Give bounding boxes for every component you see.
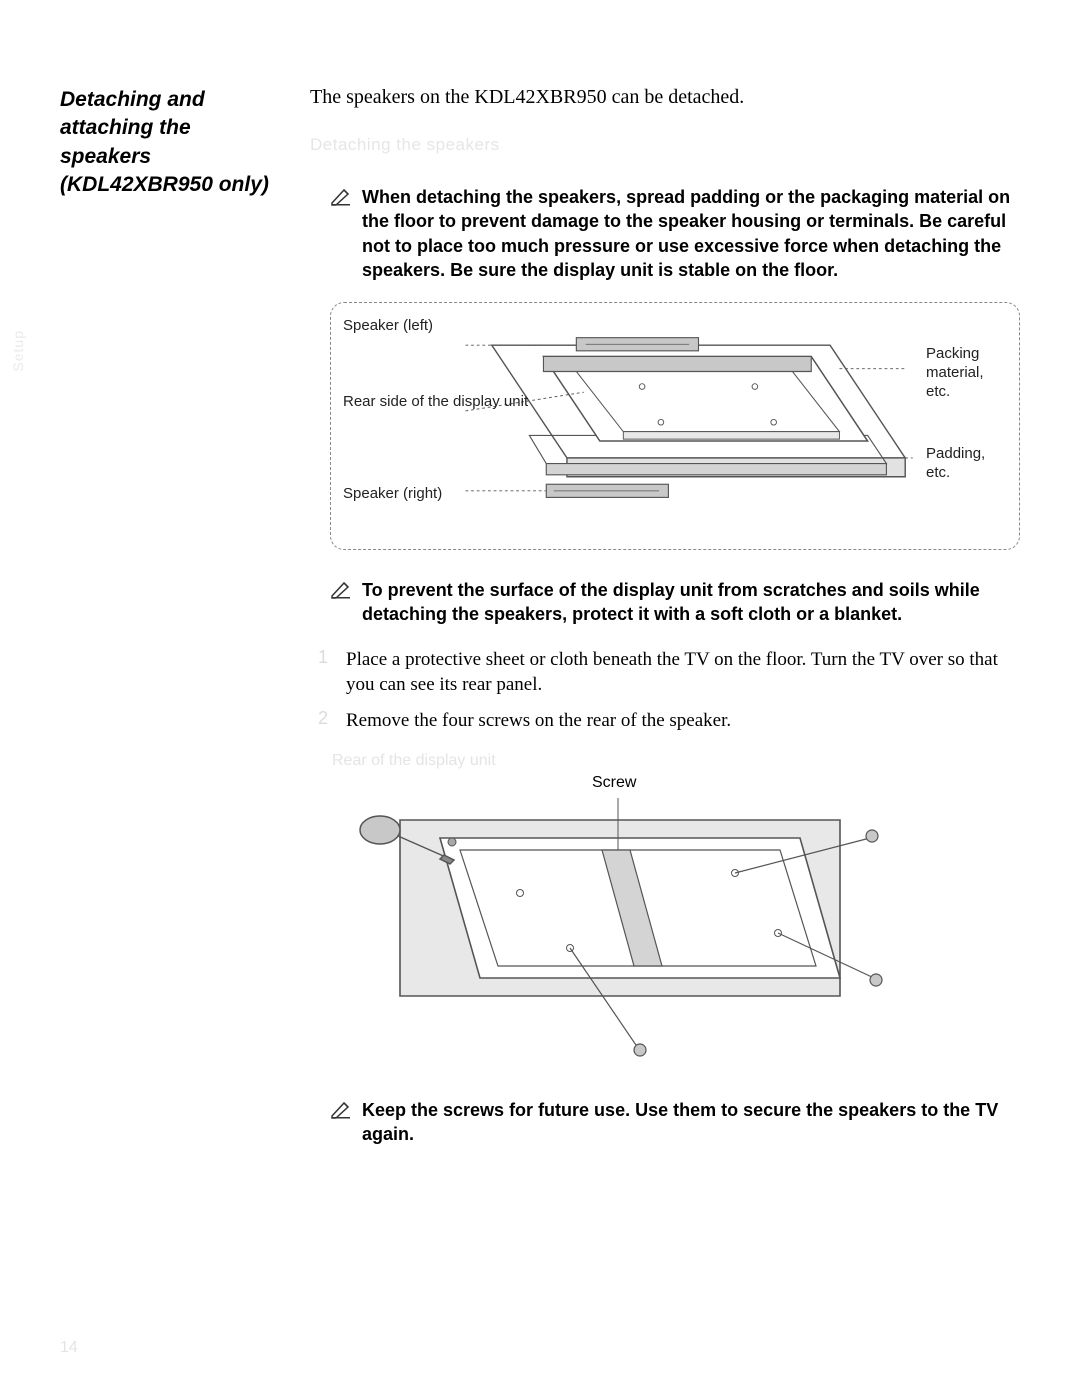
page-number: 14 — [60, 1339, 78, 1357]
note-block-3: Keep the screws for future use. Use them… — [330, 1098, 1020, 1147]
figure-2-caption: Rear of the display unit — [332, 752, 1020, 770]
step-item: 1 Place a protective sheet or cloth bene… — [310, 647, 1020, 698]
note-text-2: To prevent the surface of the display un… — [362, 578, 1020, 627]
note-icon — [330, 187, 352, 282]
step-number: 1 — [310, 647, 328, 698]
note-icon — [330, 1100, 352, 1147]
step-text: Remove the four screws on the rear of th… — [346, 708, 1020, 734]
step-item: 2 Remove the four screws on the rear of … — [310, 708, 1020, 734]
note-text-1: When detaching the speakers, spread padd… — [362, 185, 1020, 282]
figure-1: Speaker (left) Rear side of the display … — [330, 302, 1020, 550]
section-heading: Detaching and attaching the speakers (KD… — [60, 86, 270, 1166]
sub-heading: Detaching the speakers — [310, 135, 1020, 155]
intro-text: The speakers on the KDL42XBR950 can be d… — [310, 86, 1020, 109]
main-content: The speakers on the KDL42XBR950 can be d… — [310, 86, 1020, 1166]
step-text: Place a protective sheet or cloth beneat… — [346, 647, 1020, 698]
note-icon — [330, 580, 352, 627]
fig1-label-rear-side: Rear side of the display unit — [343, 393, 528, 412]
figure-2: Screw — [340, 778, 1020, 1078]
fig1-label-speaker-right: Speaker (right) — [343, 485, 442, 504]
note-block-2: To prevent the surface of the display un… — [330, 578, 1020, 627]
side-tab: Setup — [10, 330, 26, 372]
step-number: 2 — [310, 708, 328, 734]
page: Detaching and attaching the speakers (KD… — [60, 86, 1020, 1166]
fig1-label-padding: Padding, etc. — [926, 445, 1011, 483]
step-list: 1 Place a protective sheet or cloth bene… — [310, 647, 1020, 734]
note-text-3: Keep the screws for future use. Use them… — [362, 1098, 1020, 1147]
fig1-label-speaker-left: Speaker (left) — [343, 317, 433, 336]
fig1-label-packing: Packing material, etc. — [926, 345, 1011, 401]
fig2-screw-label: Screw — [592, 774, 636, 792]
note-block-1: When detaching the speakers, spread padd… — [330, 185, 1020, 282]
